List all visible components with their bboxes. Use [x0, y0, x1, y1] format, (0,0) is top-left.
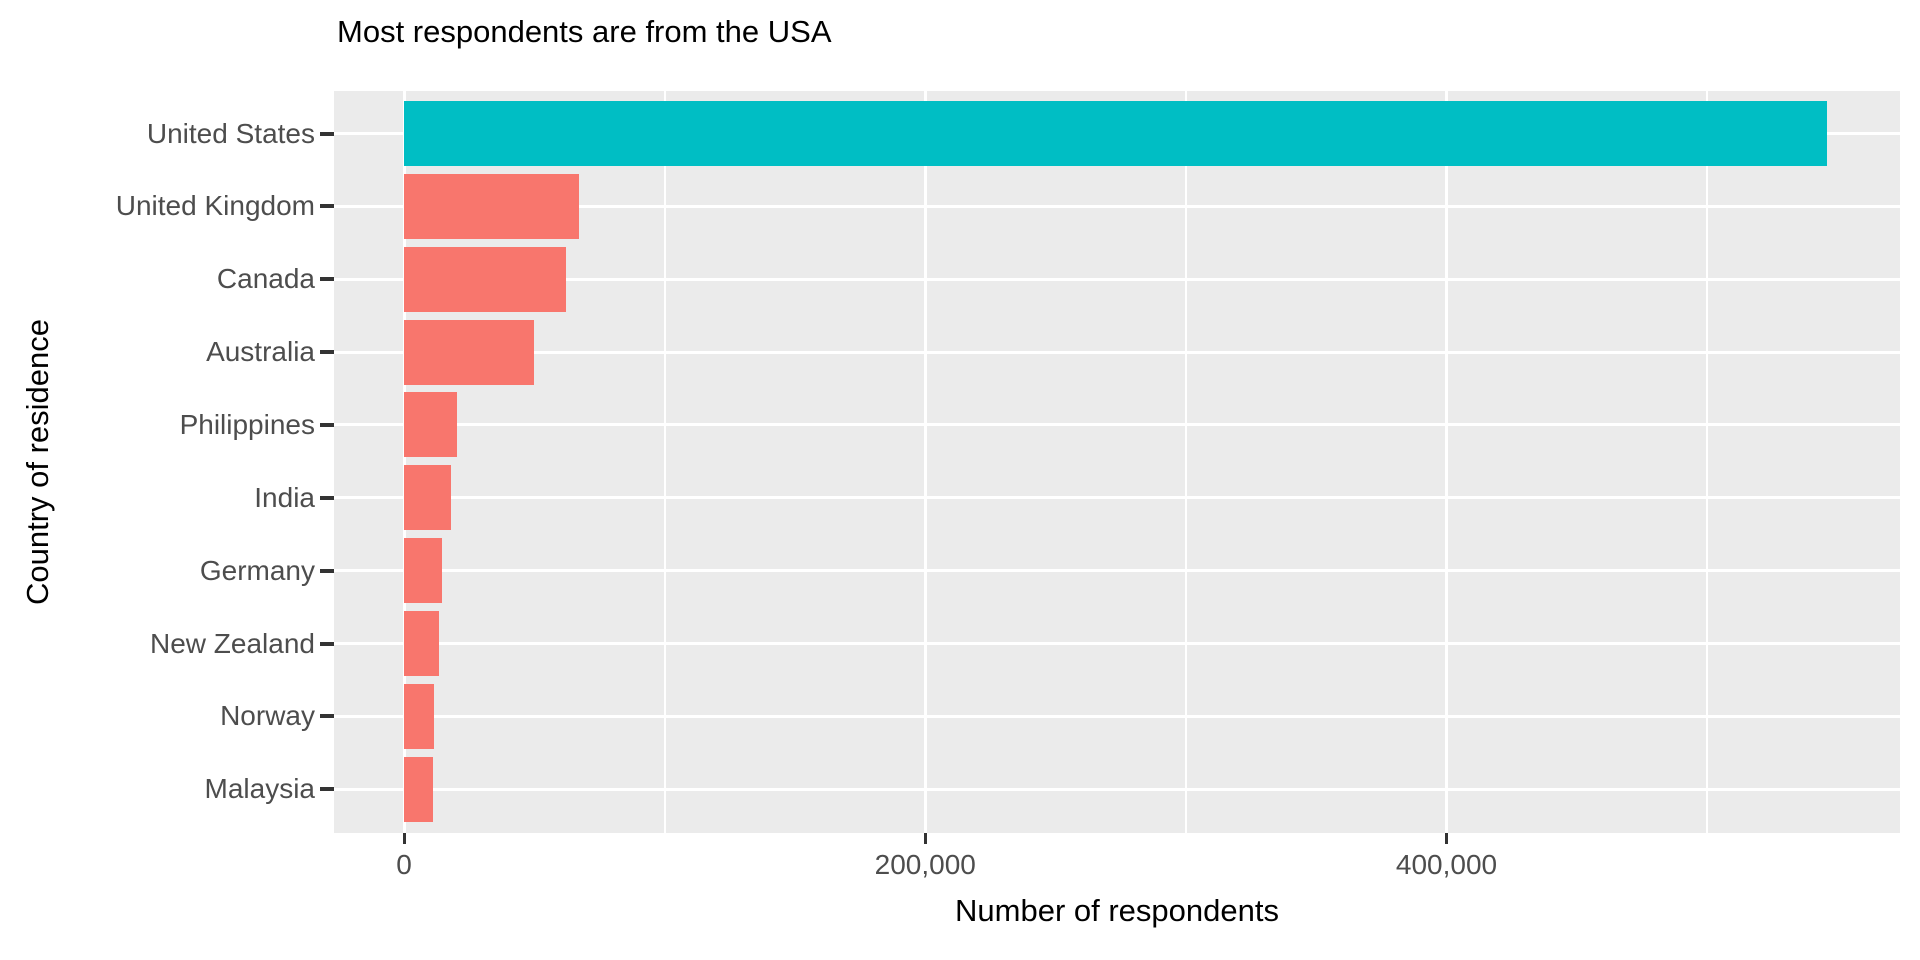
minor-gridline — [1706, 91, 1709, 833]
y-axis-tick — [320, 277, 334, 282]
x-tick-label: 400,000 — [1395, 849, 1498, 880]
y-tick-label-malaysia: Malaysia — [204, 773, 315, 805]
bar-philippines — [404, 392, 457, 458]
y-tick-label-philippines: Philippines — [179, 408, 315, 440]
bar-united-states — [404, 101, 1828, 166]
major-gridline-horizontal — [334, 714, 1900, 718]
x-axis-tick — [402, 833, 406, 844]
y-tick-label-united-kingdom: United Kingdom — [115, 190, 315, 222]
y-axis-title: Country of residence — [20, 318, 55, 606]
y-axis-tick — [320, 350, 334, 355]
major-gridline-horizontal — [334, 423, 1900, 427]
bar-australia — [404, 319, 535, 385]
major-gridline-horizontal — [334, 787, 1900, 791]
y-axis-tick — [320, 422, 334, 427]
major-gridline-horizontal — [334, 204, 1900, 208]
bar-canada — [404, 246, 566, 312]
major-gridline — [402, 91, 406, 833]
y-axis-tick — [320, 568, 334, 573]
major-gridline-horizontal — [334, 642, 1900, 646]
major-gridline-horizontal — [334, 350, 1900, 354]
y-axis-tick — [320, 204, 334, 209]
x-tick-label: 200,000 — [874, 849, 976, 880]
bar-malaysia — [404, 756, 434, 822]
minor-gridline — [1184, 91, 1187, 833]
y-axis-tick — [320, 641, 334, 646]
y-tick-label-norway: Norway — [220, 700, 315, 732]
bar-india — [404, 465, 451, 531]
y-axis-tick — [320, 131, 334, 136]
x-tick-label: 0 — [396, 849, 412, 880]
y-tick-label-australia: Australia — [206, 336, 315, 368]
y-tick-label-united-states: United States — [146, 117, 315, 149]
minor-gridline — [663, 91, 666, 833]
major-gridline — [1445, 91, 1448, 833]
y-axis-tick — [320, 495, 334, 500]
bar-united-kingdom — [404, 173, 579, 239]
y-tick-label-india: India — [254, 481, 315, 513]
y-tick-label-germany: Germany — [199, 554, 315, 586]
x-axis-tick — [923, 833, 927, 844]
x-axis-title: Number of respondents — [955, 893, 1279, 928]
bar-new-zealand — [404, 611, 439, 677]
bar-norway — [404, 683, 434, 749]
y-tick-label-canada: Canada — [216, 263, 315, 295]
major-gridline-horizontal — [334, 277, 1900, 281]
y-axis-tick — [320, 714, 334, 719]
major-gridline-horizontal — [334, 569, 1900, 573]
bar-germany — [404, 538, 442, 604]
y-axis-tick — [320, 787, 334, 792]
major-gridline-horizontal — [334, 496, 1900, 500]
x-axis-tick — [1445, 833, 1448, 844]
plot-panel — [334, 91, 1900, 833]
major-gridline — [923, 91, 927, 833]
plot-title: Most respondents are from the USA — [337, 14, 832, 49]
y-tick-label-new-zealand: New Zealand — [150, 627, 315, 659]
